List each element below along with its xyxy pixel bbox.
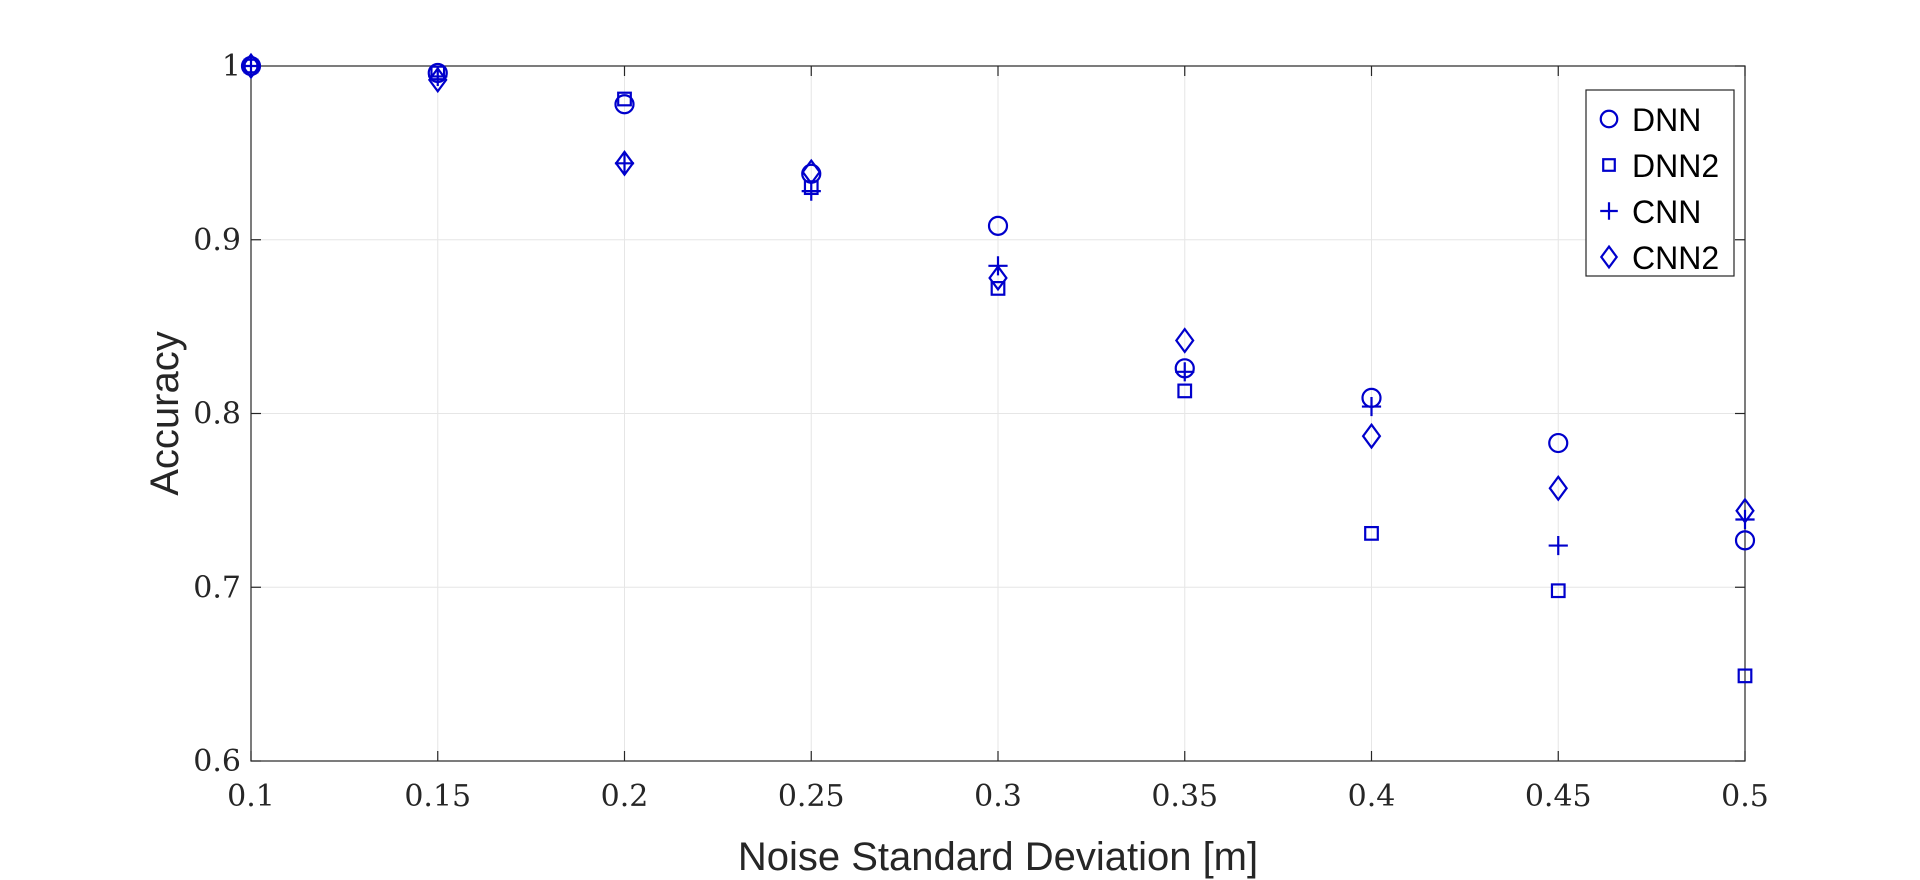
legend-marker-cnn2 xyxy=(1599,244,1619,270)
data-point-dnn xyxy=(1734,530,1756,551)
data-point-cnn2 xyxy=(1361,422,1382,450)
data-point-cnn xyxy=(1735,509,1755,530)
legend-entry-dnn2: DNN2 xyxy=(1632,148,1719,184)
x-tick-label: 0.15 xyxy=(404,779,471,814)
x-tick-label: 0.5 xyxy=(1721,779,1769,814)
legend-entry-dnn: DNN xyxy=(1632,102,1701,138)
x-axis-label: Noise Standard Deviation [m] xyxy=(738,835,1258,879)
data-point-dnn2 xyxy=(1737,668,1753,684)
data-point-cnn xyxy=(1548,535,1568,556)
data-point-dnn xyxy=(987,215,1009,236)
axis-ticks: 0.1 0.15 0.2 0.25 0.3 0.35 0.4 0.45 0.5 0.6 0.7 0.8… xyxy=(193,49,1769,814)
legend-box xyxy=(1585,89,1735,277)
grid xyxy=(250,65,1746,762)
x-tick-label: 0.3 xyxy=(974,779,1022,814)
data-point-dnn xyxy=(614,94,635,115)
data-point-dnn2 xyxy=(617,91,632,107)
data-point-cnn2 xyxy=(1174,327,1195,354)
data-point-dnn2 xyxy=(990,281,1006,296)
data-point-dnn2 xyxy=(1550,583,1566,599)
legend-entry-cnn: CNN xyxy=(1632,194,1701,230)
data-point-dnn xyxy=(1548,432,1569,454)
y-axis-label: Accuracy xyxy=(143,331,187,496)
data-point-dnn2 xyxy=(1364,525,1379,541)
x-tick-label: 0.1 xyxy=(227,779,275,814)
data-point-cnn2 xyxy=(1548,474,1569,502)
x-tick-label: 0.2 xyxy=(601,779,649,814)
data-marks xyxy=(240,52,1756,684)
legend-marker-cnn xyxy=(1600,202,1618,220)
x-tick-label: 0.4 xyxy=(1348,779,1396,814)
legend: DNN DNN2 CNN CNN2 xyxy=(1585,89,1735,277)
y-tick-label: 0.6 xyxy=(193,744,241,779)
legend-marker-dnn xyxy=(1599,109,1619,129)
data-point-cnn xyxy=(614,153,635,173)
y-tick-label: 1 xyxy=(222,49,241,84)
data-point-cnn2 xyxy=(1735,497,1755,525)
legend-entry-cnn2: CNN2 xyxy=(1632,240,1719,276)
data-point-cnn xyxy=(1175,362,1195,382)
data-point-cnn2 xyxy=(427,66,448,94)
x-tick-label: 0.25 xyxy=(778,779,845,814)
y-tick-label: 0.7 xyxy=(193,570,241,605)
data-point-cnn2 xyxy=(614,150,635,177)
data-point-cnn2 xyxy=(241,52,261,80)
data-point-dnn2 xyxy=(1177,383,1193,399)
x-tick-label: 0.45 xyxy=(1525,779,1592,814)
data-point-cnn2 xyxy=(988,264,1008,292)
series-cnn2 xyxy=(241,52,1755,525)
data-point-cnn xyxy=(1361,396,1382,417)
data-point-cnn2 xyxy=(801,158,822,186)
legend-marker-dnn2 xyxy=(1602,158,1616,172)
x-tick-label: 0.35 xyxy=(1151,779,1218,814)
data-point-cnn xyxy=(241,56,261,76)
y-tick-label: 0.8 xyxy=(193,397,241,432)
y-tick-label: 0.9 xyxy=(193,223,241,258)
